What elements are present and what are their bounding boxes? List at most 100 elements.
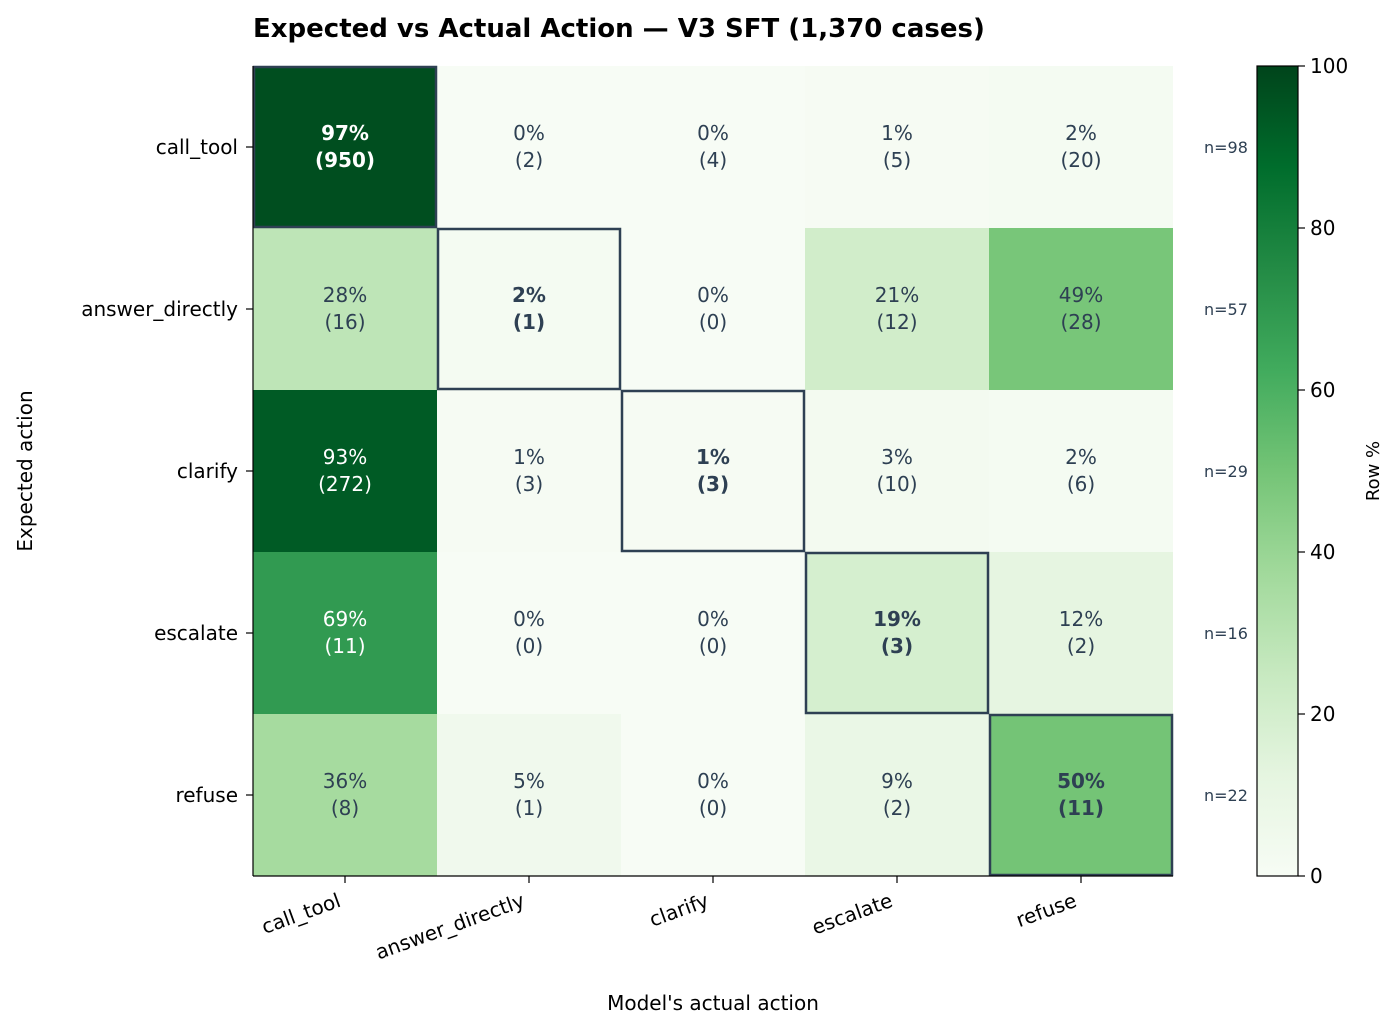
- heatmap-cell: [437, 390, 621, 552]
- cell-count-label: (3): [515, 472, 543, 496]
- cell-count-label: (28): [1060, 310, 1101, 334]
- y-tick-label: escalate: [154, 621, 238, 645]
- cell-count-label: (2): [515, 148, 543, 172]
- diagonal-highlights: [252, 65, 1174, 877]
- cell-percent-label: 28%: [323, 283, 367, 307]
- cell-percent-label: 5%: [513, 769, 545, 793]
- cell-count-label: (16): [324, 310, 365, 334]
- cell-count-label: (2): [1067, 634, 1095, 658]
- colorbar: 0 20 40 60 80 100: [1256, 54, 1348, 888]
- cell-percent-label: 0%: [513, 121, 545, 145]
- row-n-label: n=98: [1204, 138, 1248, 157]
- row-n-label: n=22: [1204, 786, 1248, 805]
- y-tick-label: refuse: [175, 783, 238, 807]
- y-axis-title: Expected action: [13, 390, 37, 551]
- heatmap-cell: [805, 228, 989, 390]
- heatmap-cell: [989, 228, 1173, 390]
- cell-percent-label: 12%: [1059, 607, 1103, 631]
- heatmap-cell: [437, 66, 621, 228]
- cell-count-label: (1): [515, 796, 543, 820]
- cell-percent-label: 21%: [875, 283, 919, 307]
- colorbar-title: Row %: [1363, 441, 1384, 501]
- cell-percent-label: 19%: [873, 607, 921, 631]
- chart-title: Expected vs Actual Action — V3 SFT (1,37…: [253, 14, 985, 44]
- cell-count-label: (0): [699, 310, 727, 334]
- cell-percent-label: 2%: [1065, 121, 1097, 145]
- cell-labels: 97% (950) 0% (2) 0% (4) 1% (5) 2% (20) 28% (16) 2% (1…: [315, 121, 1105, 820]
- x-tick-label: call_tool: [258, 888, 343, 939]
- cell-count-label: (4): [699, 148, 727, 172]
- heatmap-cell: [621, 228, 805, 390]
- cell-count-label: (11): [1058, 796, 1104, 820]
- heatmap-cell: [621, 390, 805, 552]
- colorbar-tick-label: 20: [1310, 702, 1335, 726]
- cell-count-label: (3): [697, 472, 729, 496]
- y-tick-label: clarify: [177, 459, 238, 483]
- x-tick-label: answer_directly: [372, 888, 528, 964]
- cell-percent-label: 1%: [881, 121, 913, 145]
- colorbar-tick-label: 0: [1310, 864, 1323, 888]
- cell-count-label: (2): [883, 796, 911, 820]
- heatmap-cell: [253, 228, 437, 390]
- heatmap-cell: [805, 66, 989, 228]
- cell-count-label: (950): [315, 148, 375, 172]
- x-tick-label: clarify: [646, 888, 712, 932]
- heatmap-axes: [246, 66, 1173, 883]
- cell-percent-label: 1%: [513, 445, 545, 469]
- cell-count-label: (20): [1060, 148, 1101, 172]
- colorbar-tick-label: 40: [1310, 540, 1335, 564]
- cell-count-label: (6): [1067, 472, 1095, 496]
- cell-percent-label: 0%: [697, 607, 729, 631]
- heatmap-cells: [253, 66, 1173, 876]
- heatmap-cell: [621, 552, 805, 714]
- diagonal-highlight-box: [804, 551, 990, 715]
- heatmap-cell: [253, 552, 437, 714]
- heatmap-cell: [989, 66, 1173, 228]
- colorbar-tick-label: 100: [1310, 54, 1348, 78]
- cell-count-label: (0): [699, 796, 727, 820]
- cell-percent-label: 49%: [1059, 283, 1103, 307]
- cell-count-label: (8): [331, 796, 359, 820]
- colorbar-tick-label: 80: [1310, 216, 1335, 240]
- heatmap-cell: [437, 228, 621, 390]
- heatmap-cell: [805, 390, 989, 552]
- colorbar-gradient: [1256, 65, 1299, 877]
- cell-count-label: (1): [513, 310, 545, 334]
- row-n-label: n=57: [1204, 300, 1248, 319]
- heatmap-cell: [437, 552, 621, 714]
- cell-percent-label: 1%: [696, 445, 730, 469]
- heatmap-cell: [621, 714, 805, 876]
- cell-percent-label: 69%: [323, 607, 367, 631]
- heatmap-cell: [989, 714, 1173, 876]
- y-tick-label: answer_directly: [81, 297, 238, 321]
- diagonal-highlight-box: [620, 389, 806, 553]
- heatmap-cell: [989, 390, 1173, 552]
- cell-count-label: (272): [318, 472, 372, 496]
- cell-percent-label: 9%: [881, 769, 913, 793]
- cell-percent-label: 2%: [512, 283, 546, 307]
- heatmap-cell: [437, 714, 621, 876]
- cell-percent-label: 93%: [323, 445, 367, 469]
- cell-percent-label: 0%: [697, 769, 729, 793]
- diagonal-highlight-box: [988, 713, 1174, 877]
- cell-count-label: (11): [324, 634, 365, 658]
- cell-percent-label: 97%: [321, 121, 369, 145]
- heatmap-cell: [805, 552, 989, 714]
- colorbar-tick-label: 60: [1310, 378, 1335, 402]
- x-axis-title: Model's actual action: [607, 991, 819, 1015]
- diagonal-highlight-box: [252, 65, 438, 229]
- diagonal-highlight-box: [436, 227, 622, 391]
- row-n-label: n=29: [1204, 462, 1248, 481]
- cell-count-label: (0): [515, 634, 543, 658]
- heatmap-cell: [805, 714, 989, 876]
- cell-count-label: (5): [883, 148, 911, 172]
- cell-percent-label: 0%: [697, 121, 729, 145]
- cell-count-label: (12): [876, 310, 917, 334]
- heatmap-cell: [253, 66, 437, 228]
- cell-percent-label: 3%: [881, 445, 913, 469]
- cell-percent-label: 50%: [1057, 769, 1105, 793]
- cell-count-label: (0): [699, 634, 727, 658]
- cell-count-label: (10): [876, 472, 917, 496]
- y-tick-label: call_tool: [156, 135, 238, 159]
